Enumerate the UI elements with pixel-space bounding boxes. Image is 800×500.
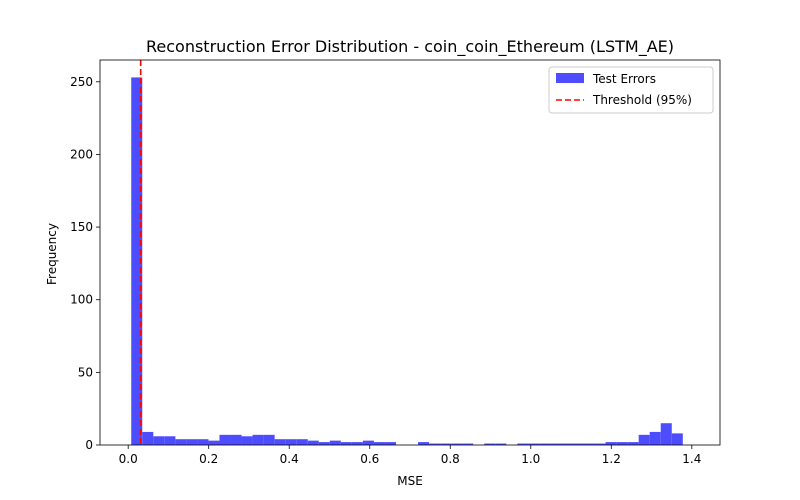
- x-tick-label: 0.6: [360, 452, 379, 466]
- histogram-bar: [373, 442, 385, 445]
- histogram-bar: [175, 439, 187, 445]
- y-axis-ticks: 0 50 100 150 200 250: [70, 75, 100, 452]
- y-axis-label: Frequency: [45, 223, 59, 285]
- histogram-bar: [296, 439, 308, 445]
- x-tick-label: 0.4: [280, 452, 299, 466]
- y-tick-label: 200: [70, 147, 93, 161]
- y-tick-label: 50: [78, 365, 93, 379]
- histogram-bar: [186, 439, 198, 445]
- histogram-bar: [285, 439, 297, 445]
- histogram-bar: [660, 423, 672, 445]
- legend: Test Errors Threshold (95%): [548, 66, 714, 114]
- histogram-bar: [142, 431, 154, 445]
- histogram-bar: [329, 440, 341, 445]
- histogram-bar: [616, 442, 628, 445]
- histogram-bar: [153, 436, 165, 445]
- histogram-bar: [164, 436, 176, 445]
- histogram-bar: [539, 443, 551, 445]
- histogram-bar: [550, 443, 562, 445]
- histogram-bar: [572, 443, 584, 445]
- axes-group: [99, 59, 721, 446]
- histogram-bar: [418, 442, 430, 445]
- histogram-bar: [440, 443, 452, 445]
- y-tick-label: 0: [85, 438, 93, 452]
- histogram-bar: [340, 442, 352, 445]
- histogram-bar: [230, 434, 242, 445]
- x-tick-label: 0.2: [199, 452, 218, 466]
- y-tick-label: 150: [70, 220, 93, 234]
- histogram-bar: [594, 443, 606, 445]
- histogram-bar: [263, 434, 275, 445]
- histogram-bar: [307, 440, 319, 445]
- histogram-bar: [484, 443, 496, 445]
- histogram-bar: [528, 443, 540, 445]
- histogram-bar: [318, 442, 330, 445]
- x-axis-ticks: 0.0 0.2 0.4 0.6 0.8 1.0 1.2 1.4: [119, 445, 701, 466]
- y-tick-label: 100: [70, 293, 93, 307]
- histogram-bar: [429, 443, 441, 445]
- legend-label-threshold: Threshold (95%): [592, 93, 692, 107]
- chart-title: Reconstruction Error Distribution - coin…: [146, 37, 674, 57]
- histogram-bar: [351, 442, 363, 445]
- histogram-bar: [638, 434, 650, 445]
- histogram-bar: [252, 434, 264, 445]
- histogram-bar: [462, 443, 474, 445]
- histogram-bar: [671, 433, 683, 445]
- histogram-bar: [197, 439, 209, 445]
- x-tick-label: 0.0: [119, 452, 138, 466]
- histogram-bar: [605, 442, 617, 445]
- plot-frame: [99, 59, 721, 446]
- histogram-bar: [495, 443, 507, 445]
- x-axis-label: MSE: [397, 474, 423, 488]
- histogram-bar: [561, 443, 573, 445]
- y-tick-label: 250: [70, 75, 93, 89]
- legend-box: [548, 66, 714, 114]
- x-tick-label: 1.2: [602, 452, 621, 466]
- legend-swatch-test-errors: [556, 73, 584, 83]
- histogram-bar: [627, 442, 639, 445]
- histogram-bar: [451, 443, 463, 445]
- histogram-bar: [583, 443, 595, 445]
- histogram-bar: [362, 440, 374, 445]
- histogram-bar: [517, 443, 529, 445]
- x-tick-label: 1.0: [521, 452, 540, 466]
- histogram-bar: [219, 434, 231, 445]
- x-tick-label: 0.8: [441, 452, 460, 466]
- histogram-bar: [208, 440, 220, 445]
- histogram-bar: [649, 431, 661, 445]
- histogram-bar: [241, 436, 253, 445]
- x-tick-label: 1.4: [682, 452, 701, 466]
- legend-label-test-errors: Test Errors: [592, 72, 656, 86]
- histogram-bar: [274, 439, 286, 445]
- histogram-bar: [384, 442, 396, 445]
- histogram-bar: [131, 77, 143, 446]
- bars-group: [131, 77, 683, 446]
